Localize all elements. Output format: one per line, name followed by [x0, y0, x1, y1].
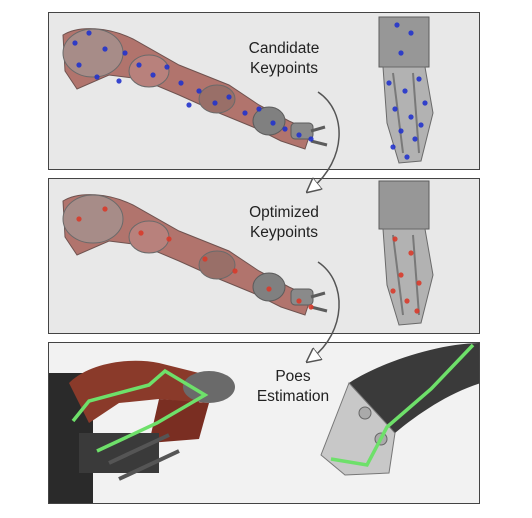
label-line2: Keypoints: [249, 60, 319, 77]
keypoint-marker: [416, 76, 422, 82]
keypoint-marker: [386, 80, 392, 86]
keypoint-marker: [94, 74, 100, 80]
keypoint-marker: [72, 40, 78, 46]
candidate-keypoints-panel: Candidate Keypoints: [48, 12, 480, 170]
keypoint-marker: [308, 304, 314, 310]
keypoint-marker: [308, 136, 314, 142]
keypoint-marker: [116, 78, 122, 84]
keypoint-marker: [242, 110, 248, 116]
keypoint-marker: [404, 298, 410, 304]
keypoint-marker: [418, 122, 424, 128]
keypoint-marker: [392, 106, 398, 112]
keypoint-marker: [186, 102, 192, 108]
keypoint-marker: [102, 206, 108, 212]
keypoint-marker: [76, 62, 82, 68]
label-line1: Optimized: [249, 204, 319, 221]
real-robot-arm: [49, 360, 235, 503]
label-line1: Poes: [275, 368, 311, 385]
keypoint-marker: [212, 100, 218, 106]
keypoint-marker: [390, 288, 396, 294]
keypoint-marker: [270, 120, 276, 126]
pose-estimation-label: Poes Estimation: [247, 367, 339, 407]
candidate-keypoints-label: Candidate Keypoints: [229, 39, 339, 79]
keypoint-marker: [394, 22, 400, 28]
keypoint-marker: [282, 126, 288, 132]
keypoint-marker: [416, 280, 422, 286]
keypoint-marker: [402, 88, 408, 94]
keypoint-marker: [398, 272, 404, 278]
keypoint-marker: [138, 230, 144, 236]
keypoint-marker: [196, 88, 202, 94]
candidate-keypoints: [72, 22, 428, 160]
pose-skeleton-right: [330, 343, 475, 467]
keypoint-marker: [404, 154, 410, 160]
keypoint-marker: [178, 80, 184, 86]
optimized-keypoints-illustration: [62, 180, 434, 326]
keypoint-marker: [102, 46, 108, 52]
keypoint-marker: [266, 286, 272, 292]
keypoint-marker: [414, 308, 420, 314]
keypoint-marker: [164, 64, 170, 70]
keypoint-marker: [392, 236, 398, 242]
optimized-keypoints-panel: Optimized Keypoints: [48, 178, 480, 334]
keypoint-marker: [398, 50, 404, 56]
gripper-right: [378, 180, 434, 326]
keypoint-marker: [412, 136, 418, 142]
keypoint-marker: [408, 30, 414, 36]
keypoint-marker: [408, 114, 414, 120]
keypoint-marker: [296, 298, 302, 304]
optimized-keypoints-label: Optimized Keypoints: [229, 203, 339, 243]
keypoint-marker: [150, 72, 156, 78]
keypoint-marker: [76, 216, 82, 222]
keypoint-marker: [226, 94, 232, 100]
keypoint-marker: [122, 50, 128, 56]
keypoint-marker: [408, 250, 414, 256]
pose-estimation-panel: Poes Estimation: [48, 342, 480, 504]
keypoint-marker: [256, 106, 262, 112]
optimized-keypoints: [76, 206, 422, 314]
candidate-keypoints-illustration: [62, 16, 434, 164]
keypoint-marker: [136, 62, 142, 68]
gripper-right: [378, 16, 434, 164]
keypoint-marker: [166, 236, 172, 242]
label-line2: Estimation: [256, 388, 330, 405]
keypoint-marker: [232, 268, 238, 274]
keypoint-marker: [422, 100, 428, 106]
pose-skeleton-left: [71, 368, 209, 453]
label-line1: Candidate: [248, 40, 320, 57]
keypoint-marker: [296, 132, 302, 138]
keypoint-marker: [202, 256, 208, 262]
label-line2: Keypoints: [249, 224, 319, 241]
keypoint-marker: [390, 144, 396, 150]
keypoint-marker: [86, 30, 92, 36]
robot-arm-left: [62, 194, 328, 316]
keypoint-marker: [398, 128, 404, 134]
pose-estimation-illustration: [49, 343, 479, 503]
